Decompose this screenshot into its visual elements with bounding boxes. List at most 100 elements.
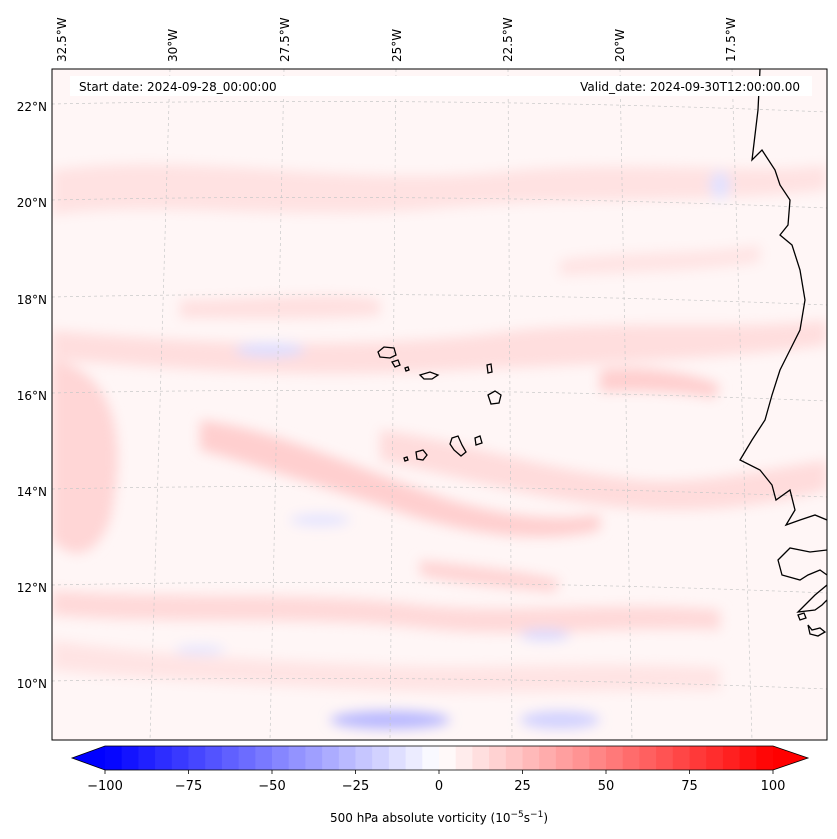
- positive-band: [52, 320, 827, 374]
- colorbar-cell: [439, 746, 457, 770]
- bijagos-islands: [807, 624, 827, 637]
- latitude-label: 20°N: [17, 196, 47, 210]
- cape-verde-santiago: [449, 435, 467, 457]
- negative-patch: [175, 645, 225, 655]
- colorbar-cell: [288, 746, 306, 770]
- colorbar-tick-label: 100: [761, 779, 786, 794]
- latitude-label: 18°N: [17, 293, 47, 307]
- longitude-labels: 32.5°W 30°W 27.5°W 25°W 22.5°W 20°W 17.5…: [55, 17, 738, 62]
- positive-band: [52, 590, 720, 633]
- colorbar-cell: [155, 746, 173, 770]
- colorbar-tick-label: 75: [681, 779, 698, 794]
- meridian-line: [269, 69, 285, 740]
- meridian-line: [507, 69, 513, 740]
- colorbar-tick-label: −75: [175, 779, 202, 794]
- colorbar-min-extension: [72, 746, 105, 770]
- cape-verde-maio: [474, 435, 483, 446]
- positive-band: [180, 295, 380, 319]
- colorbar-cell: [205, 746, 223, 770]
- valid-date-label: Valid_date: 2024-09-30T12:00:00.00: [580, 80, 800, 94]
- colorbar-title-mid: s: [524, 811, 530, 825]
- longitude-label: 27.5°W: [278, 17, 292, 62]
- cape-verde-brava: [403, 456, 409, 462]
- parallel-line: [52, 677, 827, 690]
- colorbar-title-exp2: −1: [530, 810, 543, 820]
- longitude-label: 17.5°W: [724, 17, 738, 62]
- positive-band: [600, 368, 720, 398]
- cape-verde-sao-vicente: [391, 359, 401, 368]
- longitude-label: 30°W: [166, 29, 180, 62]
- longitude-label: 25°W: [390, 29, 404, 62]
- colorbar-cell: [689, 746, 707, 770]
- vorticity-map: [52, 69, 827, 740]
- negative-patch: [235, 343, 305, 357]
- colorbar-cell: [489, 746, 507, 770]
- graticule: [52, 69, 827, 740]
- colorbar-tick-label: 25: [514, 779, 531, 794]
- parallel-line: [52, 293, 827, 306]
- date-banner-background: [70, 76, 812, 96]
- colorbar-cell: [138, 746, 156, 770]
- colorbar-cell: [756, 746, 774, 770]
- parallel-line: [52, 196, 827, 209]
- latitude-label: 12°N: [17, 581, 47, 595]
- colorbar-cell: [639, 746, 657, 770]
- latitude-label: 22°N: [17, 100, 47, 114]
- colorbar-cell: [338, 746, 356, 770]
- colorbar-cell: [656, 746, 674, 770]
- colorbar-cell: [555, 746, 574, 770]
- colorbar-cell: [472, 746, 490, 770]
- colorbar-cell: [188, 746, 206, 770]
- colorbar-title-exp1: −5: [511, 810, 524, 820]
- bijagos-islands: [797, 612, 807, 621]
- colorbar-tick-label: 50: [598, 779, 615, 794]
- positive-band: [420, 560, 560, 592]
- latitude-label: 16°N: [17, 389, 47, 403]
- cape-verde-fogo: [415, 449, 428, 461]
- cape-verde-sal: [486, 363, 493, 374]
- cape-verde-santo-antao: [377, 346, 397, 359]
- longitude-label: 32.5°W: [55, 17, 69, 62]
- colorbar-cell: [388, 746, 407, 770]
- start-date-label: Start date: 2024-09-28_00:00:00: [79, 80, 277, 94]
- longitude-label: 22.5°W: [501, 17, 515, 62]
- positive-band: [560, 245, 760, 276]
- colorbar-cell: [606, 746, 624, 770]
- colorbar-cell: [722, 746, 741, 770]
- positive-band: [52, 360, 118, 554]
- colorbar-cell: [238, 746, 256, 770]
- colorbar-cell: [171, 746, 189, 770]
- colorbar-cell: [522, 746, 540, 770]
- meridian-line: [149, 69, 171, 740]
- gambia-coast: [777, 547, 827, 581]
- colorbar-cells: [105, 746, 774, 770]
- guinea-bissau-coast: [796, 584, 827, 613]
- cape-verde-sao-nicolau: [418, 371, 440, 380]
- cape-verde-santa-luzia: [404, 366, 410, 372]
- positive-band: [200, 420, 600, 537]
- colorbar-tick-label: −25: [342, 779, 369, 794]
- colorbar-cell: [372, 746, 390, 770]
- colorbar-tick-label: −100: [87, 779, 123, 794]
- colorbar-cell: [255, 746, 273, 770]
- negative-patch: [290, 514, 350, 526]
- colorbar-cell: [422, 746, 440, 770]
- colorbar-cell: [305, 746, 323, 770]
- cape-verde-boa-vista: [487, 390, 502, 405]
- map-frame: [51, 68, 828, 741]
- latitude-label: 14°N: [17, 485, 47, 499]
- colorbar-tick-label: 0: [435, 779, 443, 794]
- african-coastline: [739, 69, 827, 527]
- meridian-line: [389, 69, 397, 740]
- negative-patch: [330, 711, 450, 729]
- colorbar-cell: [739, 746, 757, 770]
- colorbar-cell: [105, 746, 123, 770]
- negative-patch: [520, 629, 570, 641]
- colorbar-cell: [221, 746, 240, 770]
- colorbar-cell: [505, 746, 523, 770]
- negative-patch: [520, 711, 600, 729]
- vorticity-shading: [52, 164, 827, 729]
- colorbar-cell: [622, 746, 640, 770]
- positive-band: [380, 430, 827, 510]
- meridian-line: [731, 69, 753, 740]
